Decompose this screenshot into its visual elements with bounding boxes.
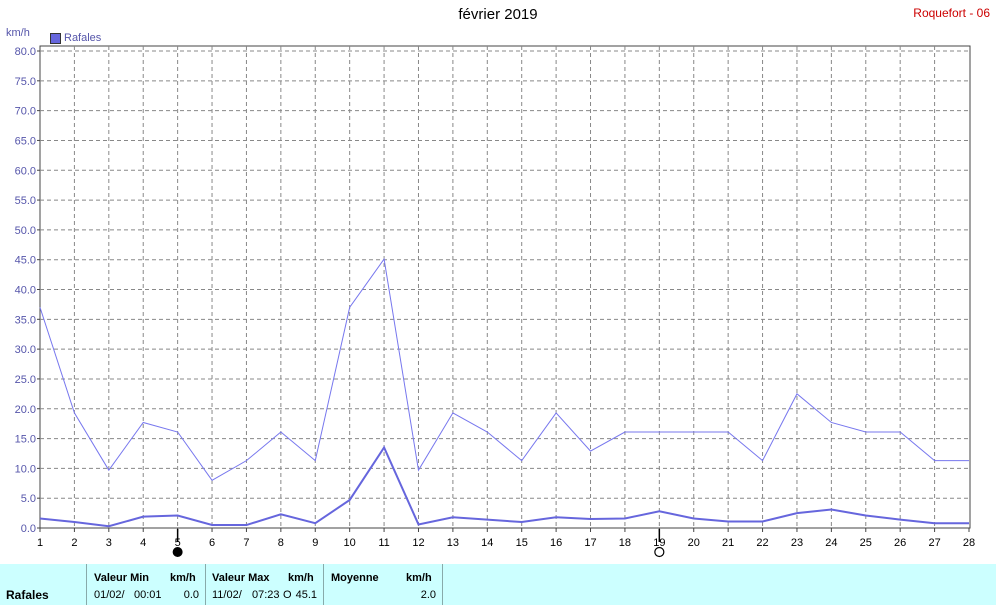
y-tick-label: 35.0 (15, 314, 36, 326)
avg-header: Moyenne (331, 572, 379, 584)
y-tick-label: 55.0 (15, 195, 36, 207)
chart: 0.0 5.0 10.0 15.0 20.0 25.0 30.0 35.0 40.0 45.0 50… (15, 45, 975, 558)
x-tick-label: 3 (106, 537, 112, 549)
y-tick-label: 40.0 (15, 285, 36, 297)
x-tick-label: 26 (894, 537, 906, 549)
series-line-rafales (39, 257, 969, 481)
x-tick-label: 6 (209, 537, 215, 549)
x-tick-label: 20 (688, 537, 700, 549)
moon-phase-markers (172, 529, 665, 558)
x-tick-label: 5 (175, 537, 181, 549)
x-axis-ticks: 1 2 3 4 5 6 7 8 9 10 11 12 13 14 15 16 17 18 19 20 21 22 23 24 2… (37, 528, 975, 549)
x-tick-label: 1 (37, 537, 43, 549)
y-tick-label: 10.0 (15, 463, 36, 475)
y-tick-label: 80.0 (15, 46, 36, 58)
plot-frame (39, 45, 971, 529)
min-date: 01/02/ (94, 589, 125, 601)
x-tick-label: 24 (825, 537, 837, 549)
x-tick-label: 15 (516, 537, 528, 549)
x-tick-label: 9 (312, 537, 318, 549)
x-tick-label: 14 (481, 537, 493, 549)
x-tick-label: 28 (963, 537, 975, 549)
min-header: Valeur Min (94, 572, 150, 584)
min-unit: km/h (170, 572, 196, 584)
x-tick-label: 23 (791, 537, 803, 549)
x-tick-label: 22 (756, 537, 768, 549)
average-cell: Moyenne km/h 2.0 (323, 564, 443, 605)
legend-swatch (50, 32, 61, 44)
max-header: Valeur Max (212, 572, 270, 584)
y-tick-label: 65.0 (15, 135, 36, 147)
x-tick-label: 11 (378, 537, 389, 549)
x-tick-label: 19 (653, 537, 665, 549)
y-tick-label: 30.0 (15, 344, 36, 356)
y-tick-label: 15.0 (15, 434, 36, 446)
series-line-secondary (39, 445, 969, 528)
chart-title: février 2019 (458, 6, 538, 23)
max-value: 45.1 (295, 589, 317, 601)
new-moon-icon (172, 547, 183, 557)
max-time: 07:23 (252, 589, 280, 601)
y-tick-label: 70.0 (15, 106, 36, 118)
series-lines (39, 257, 969, 528)
y-tick-label: 20.0 (15, 404, 36, 416)
y-tick-label: 0.0 (21, 523, 36, 535)
x-tick-label: 13 (447, 537, 459, 549)
x-tick-label: 21 (722, 537, 734, 549)
grid (39, 45, 971, 529)
avg-value: 2.0 (420, 589, 436, 601)
legend: Rafales (50, 32, 101, 44)
y-tick-label: 5.0 (21, 493, 36, 505)
y-tick-label: 75.0 (15, 76, 36, 88)
x-tick-label: 4 (140, 537, 146, 549)
x-tick-label: 8 (278, 537, 284, 549)
y-axis-unit: km/h (6, 27, 30, 39)
x-tick-label: 2 (71, 537, 77, 549)
avg-unit: km/h (406, 572, 432, 584)
min-time: 00:01 (134, 589, 162, 601)
x-tick-label: 16 (550, 537, 562, 549)
y-tick-label: 25.0 (15, 374, 36, 386)
y-tick-label: 60.0 (15, 165, 36, 177)
x-tick-label: 27 (928, 537, 940, 549)
stats-row-label: Rafales (6, 588, 49, 602)
y-tick-label: 45.0 (15, 255, 36, 267)
y-tick-label: 50.0 (15, 225, 36, 237)
y-axis-ticks: 0.0 5.0 10.0 15.0 20.0 25.0 30.0 35.0 40.0 45.0 50… (15, 46, 40, 535)
x-tick-label: 25 (860, 537, 872, 549)
x-tick-label: 7 (243, 537, 249, 549)
x-tick-label: 17 (584, 537, 596, 549)
legend-label: Rafales (64, 32, 102, 44)
station-name: Roquefort - 06 (913, 6, 990, 20)
x-tick-label: 10 (344, 537, 356, 549)
max-unit: km/h (288, 572, 314, 584)
full-moon-icon (654, 546, 665, 558)
max-direction: O (283, 589, 292, 601)
min-value: 0.0 (183, 589, 199, 601)
max-value-cell: Valeur Max km/h 11/02/ 07:23 O 45.1 (205, 564, 323, 605)
x-tick-label: 18 (619, 537, 631, 549)
x-tick-label: 12 (412, 537, 424, 549)
max-date: 11/02/ (212, 589, 242, 601)
min-value-cell: Valeur Min km/h 01/02/ 00:01 0.0 (86, 564, 205, 605)
stats-footer: Rafales Valeur Min km/h 01/02/ 00:01 0.0… (0, 564, 996, 605)
